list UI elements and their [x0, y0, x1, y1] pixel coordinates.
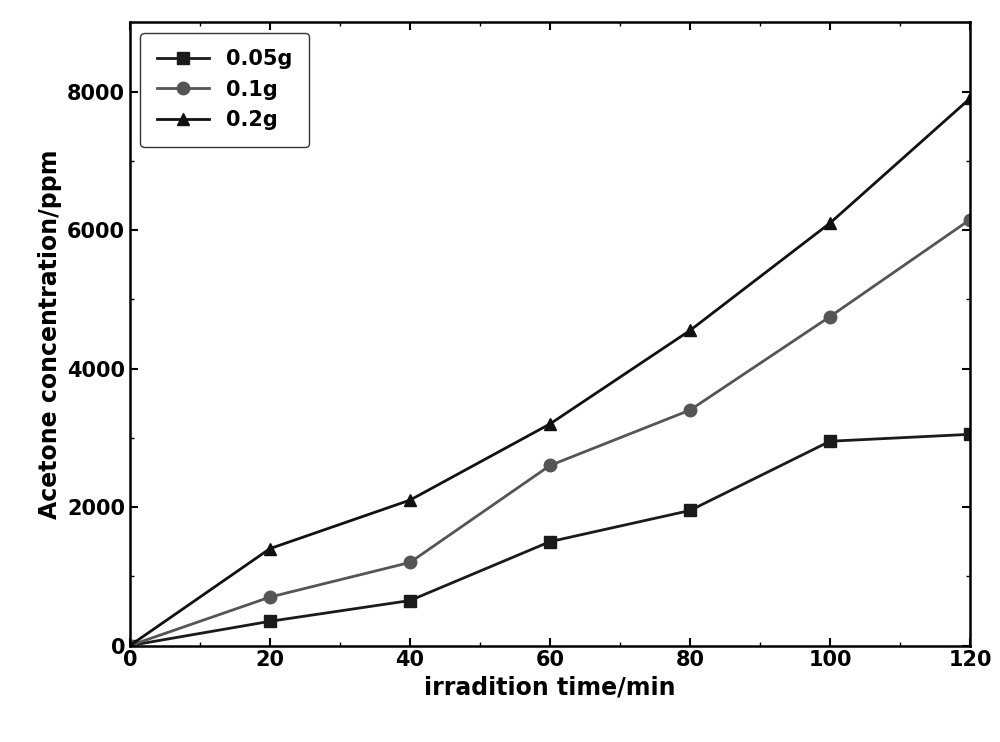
- 0.1g: [824, 312, 836, 321]
- Y-axis label: Acetone concentration/ppm: Acetone concentration/ppm: [38, 149, 62, 519]
- X-axis label: irradition time/min: irradition time/min: [424, 676, 676, 700]
- 0.05g: [404, 596, 416, 605]
- 0.1g: [264, 593, 276, 602]
- 0.1g: [124, 641, 136, 650]
- 0.2g: [964, 94, 976, 103]
- 0.2g: [404, 496, 416, 505]
- 0.1g: [544, 461, 556, 470]
- 0.05g: [124, 641, 136, 650]
- 0.05g: [264, 617, 276, 626]
- Legend: 0.05g, 0.1g, 0.2g: 0.05g, 0.1g, 0.2g: [140, 33, 309, 147]
- 0.05g: [684, 506, 696, 515]
- 0.1g: [684, 406, 696, 415]
- 0.1g: [964, 215, 976, 224]
- Line: 0.1g: 0.1g: [124, 214, 976, 651]
- 0.2g: [544, 419, 556, 428]
- 0.2g: [684, 326, 696, 335]
- 0.05g: [544, 537, 556, 546]
- 0.1g: [404, 558, 416, 567]
- 0.2g: [824, 219, 836, 228]
- Line: 0.2g: 0.2g: [124, 92, 976, 651]
- 0.2g: [264, 544, 276, 553]
- Line: 0.05g: 0.05g: [124, 428, 976, 651]
- 0.05g: [824, 437, 836, 446]
- 0.05g: [964, 430, 976, 439]
- 0.2g: [124, 641, 136, 650]
